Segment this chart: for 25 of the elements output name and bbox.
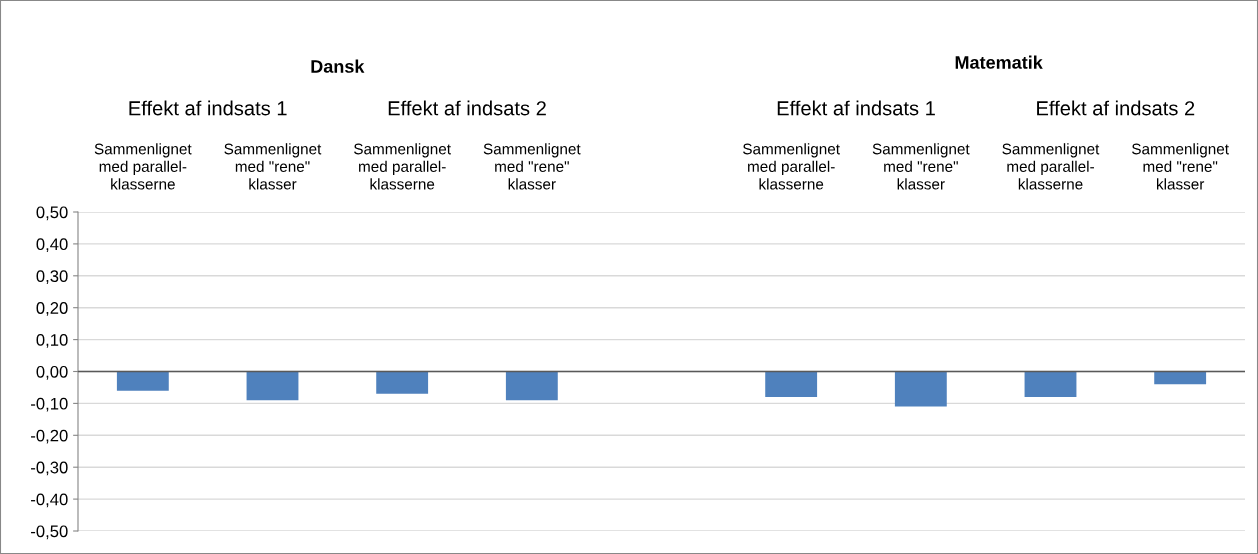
x-tick-label: Sammenlignet med "rene" klasser [224, 143, 322, 190]
x-tick-label: Sammenlignet med parallel- klasserne [743, 143, 840, 190]
x-tick-label: Sammenlignet med parallel- klasserne [354, 143, 451, 190]
y-tick-label: 0,20 [36, 302, 68, 316]
text: Matematik [955, 55, 1043, 69]
text: Effekt af indsats 1 [129, 100, 287, 116]
y-tick-label: 0,30 [36, 270, 68, 284]
x-tick-label: Sammenlignet med "rene" klasser [483, 143, 581, 190]
y-tick-label: -0,30 [31, 461, 68, 476]
x-tick-label: Sammenlignet med parallel- klasserne [1002, 143, 1100, 190]
y-tick-label: 0,00 [36, 365, 68, 380]
y-tick-label: -0,20 [31, 429, 68, 444]
y-tick-label: 0,10 [36, 334, 68, 348]
x-tick-label: Sammenlignet med "rene" klasser [872, 143, 970, 190]
text: Effekt af indsats 2 [1037, 100, 1195, 116]
y-tick-label: 0,50 [36, 206, 68, 221]
x-tick-label: Sammenlignet med "rene" klasser [1132, 143, 1229, 190]
y-tick-label: -0,40 [31, 493, 68, 508]
y-tick-label: -0,10 [31, 397, 68, 412]
text: Dansk [311, 59, 365, 73]
text: Effekt af indsats 2 [388, 100, 546, 116]
y-tick-label: 0,40 [36, 238, 68, 253]
text: Effekt af indsats 1 [777, 100, 935, 116]
x-tick-label: Sammenlignet med parallel- klasserne [94, 143, 192, 190]
y-tick-label: -0,50 [31, 525, 68, 540]
